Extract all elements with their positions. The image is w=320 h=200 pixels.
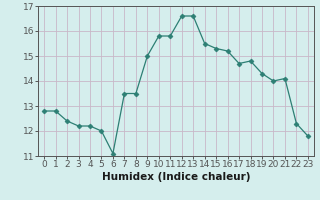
X-axis label: Humidex (Indice chaleur): Humidex (Indice chaleur) <box>102 172 250 182</box>
